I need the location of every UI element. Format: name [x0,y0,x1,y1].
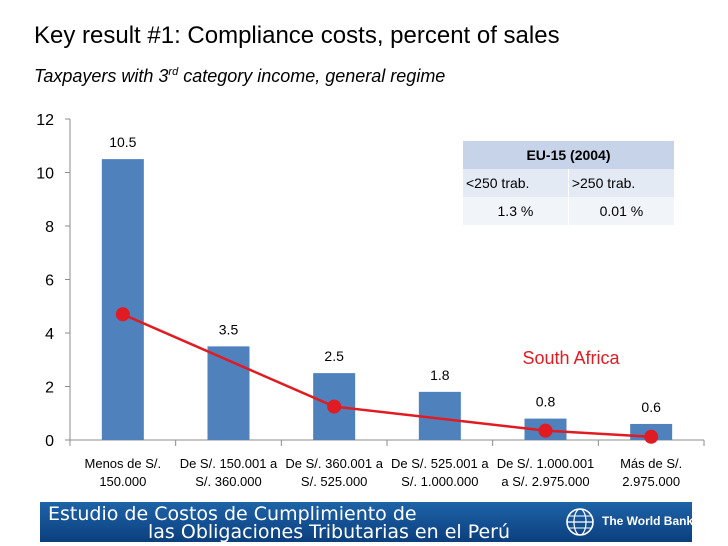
x-category-label: Más de S/. [620,456,682,471]
x-category-label: De S/. 150.001 a [180,456,278,471]
subtitle-pre: Taxpayers with 3 [34,66,169,86]
compliance-cost-chart: 0 2 4 6 8 10 12 Menos de S/. 150.000 De S/. 150.0… [36,112,705,489]
y-tick-label: 0 [45,433,54,450]
eu-table-value-large: 0.01 % [568,197,676,225]
bar-data-label: 2.5 [324,348,344,364]
y-tick-label: 8 [45,219,54,236]
y-tick-label: 6 [45,273,54,290]
eu-table-col-small: <250 trab. [463,169,569,197]
y-tick-label: 4 [45,326,54,343]
bar [101,159,144,440]
page-title: Key result #1: Compliance costs, percent… [34,22,560,49]
x-category-label: a S/. 2.975.000 [501,474,589,489]
x-category-label: De S/. 1.000.001 [497,456,595,471]
bar-data-label: 0.6 [641,399,661,415]
world-bank-globe-icon [566,508,594,536]
x-category-label: S/. 525.000 [301,474,368,489]
south-africa-point [327,399,342,414]
bar-data-label: 3.5 [219,321,239,337]
bar-data-label: 1.8 [430,367,450,383]
x-category-label: De S/. 360.001 a [285,456,383,471]
banner-title-line1: Estudio de Costos de Cumplimiento de [48,503,417,525]
eu-table-value-small: 1.3 % [463,197,569,225]
eu-table-header: EU-15 (2004) [463,141,675,169]
world-bank-name: The World Bank [602,514,694,528]
y-tick-label: 2 [45,380,54,397]
eu-comparison-table: EU-15 (2004) <250 trab. >250 trab. 1.3 %… [463,141,676,225]
south-africa-point [115,307,130,322]
subtitle-sup: rd [168,66,179,78]
y-tick-label: 12 [36,112,54,129]
study-banner: Estudio de Costos de Cumplimiento de las… [40,502,694,543]
x-category-label: 150.000 [99,474,146,489]
south-africa-series-label: South Africa [522,348,620,368]
south-africa-point [538,423,553,438]
y-tick-label: 10 [36,166,54,183]
south-africa-point [644,429,659,444]
x-category-label: 2.975.000 [622,474,680,489]
south-africa-line [122,313,652,439]
x-category-label: S/. 360.000 [195,474,262,489]
bar-data-label: 10.5 [109,134,136,150]
banner-title-line2: las Obligaciones Tributarias en el Perú [148,521,511,543]
subtitle-post: category income, general regime [178,66,446,86]
x-category-label: Menos de S/. [85,456,162,471]
bar [207,346,250,440]
x-category-label: S/. 1.000.000 [401,474,478,489]
bar-data-label: 0.8 [536,394,556,410]
eu-table-col-large: >250 trab. [568,169,676,197]
x-category-label: De S/. 525.001 a [391,456,489,471]
page-subtitle: Taxpayers with 3rd category income, gene… [34,66,445,87]
